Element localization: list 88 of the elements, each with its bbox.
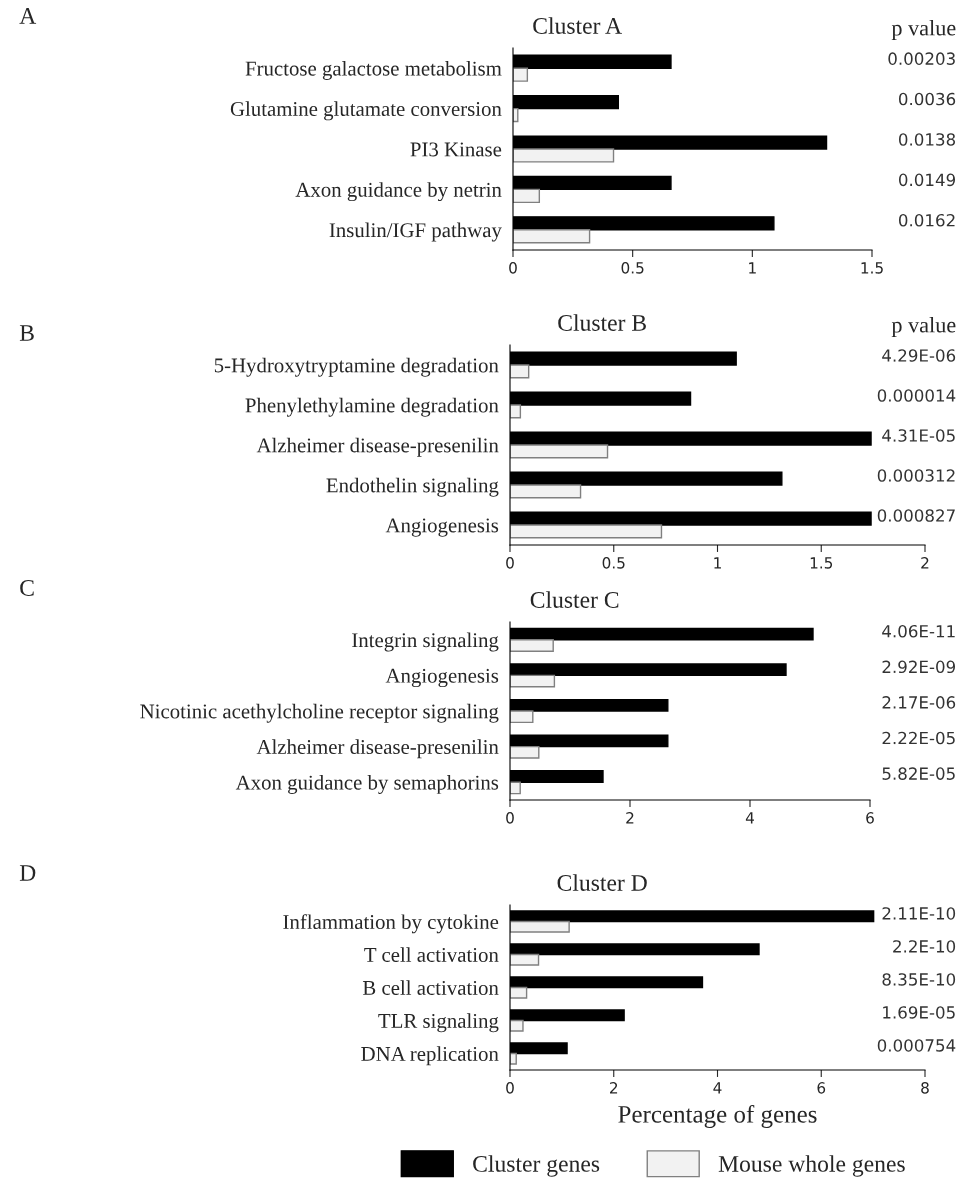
- y-tick-label: Axon guidance by semaphorins: [235, 774, 499, 794]
- annotation: 2.2E-10: [893, 940, 956, 953]
- text: 2.92E-09: [882, 660, 956, 674]
- bar: [510, 404, 522, 419]
- x-tick-label: 6: [866, 812, 874, 824]
- text: 0.0138: [898, 133, 956, 146]
- y-tick-label: DNA replication: [361, 1046, 499, 1066]
- y-tick-label: Axon guidance by netrin: [295, 182, 502, 202]
- annotation: 2.11E-10: [882, 907, 956, 920]
- annotation: 0.000827: [877, 509, 955, 522]
- y-tick-label: TLR signaling: [378, 1013, 499, 1033]
- x-tick-label: 2: [921, 557, 929, 569]
- annotation: 1.69E-05: [883, 1006, 955, 1019]
- chart-title: Cluster B: [558, 314, 646, 331]
- bar: [510, 524, 663, 539]
- y-tick-label: Fructose galactose metabolism: [245, 60, 502, 80]
- x-tick-label: 2: [626, 812, 634, 824]
- x-tick-label: 1.5: [810, 557, 833, 569]
- bar: [510, 484, 582, 499]
- bar: [513, 148, 615, 163]
- chart-title: Cluster C: [530, 591, 619, 608]
- y-tick-label: Alzheimer disease-presenilin: [256, 739, 499, 759]
- text: D: [19, 865, 36, 881]
- bar: [513, 188, 541, 204]
- legend-label: Mouse whole genes: [718, 1155, 905, 1177]
- bar: [510, 1019, 524, 1032]
- bar: [513, 229, 591, 244]
- text: 2.22E-05: [882, 731, 955, 745]
- y-tick-label: T cell activation: [364, 947, 499, 962]
- y-tick-label: Nicotinic acethylcholine receptor signaling: [140, 703, 499, 723]
- text: 2.17E-06: [882, 696, 956, 709]
- bar: [510, 745, 540, 759]
- chart-title: Cluster A: [533, 17, 622, 34]
- legend-label: Cluster genes: [473, 1155, 600, 1177]
- chart-title: Cluster D: [557, 874, 647, 891]
- text: 5.82E-05: [882, 767, 955, 780]
- x-axis-title: Percentage of genes: [618, 1104, 817, 1128]
- annotation: 8.35E-10: [882, 973, 956, 986]
- bar: [510, 920, 570, 933]
- x-tick-label: 0: [506, 812, 514, 824]
- y-tick-label: Insulin/IGF pathway: [329, 222, 502, 242]
- text: p value: [891, 19, 956, 41]
- x-tick-label: 0: [509, 262, 517, 274]
- bar: [510, 639, 554, 652]
- y-tick-label: Angiogenesis: [385, 518, 499, 537]
- y-tick-label: Phenylethylamine degradation: [245, 397, 499, 417]
- x-tick-label: 8: [921, 1082, 929, 1094]
- bar: [510, 986, 528, 999]
- text: C: [20, 580, 34, 596]
- x-tick-label: 0.5: [621, 262, 644, 274]
- annotation: 4.31E-05: [882, 429, 955, 442]
- x-tick-label: 1: [714, 557, 721, 569]
- y-tick-label: Integrin signaling: [352, 632, 499, 652]
- annotation: 0.000014: [877, 389, 956, 402]
- text: 0.0162: [898, 213, 955, 227]
- text: A: [19, 8, 37, 24]
- x-tick-label: 4: [745, 812, 754, 824]
- bar: [510, 953, 540, 966]
- bar: [510, 364, 530, 379]
- y-tick-label: Glutamine glutamate conversion: [230, 101, 502, 121]
- x-tick-label: 1.5: [861, 262, 883, 274]
- x-tick-label: 0: [506, 1082, 514, 1094]
- y-tick-label: PI3 Kinase: [410, 142, 502, 157]
- annotation: 0.000312: [877, 469, 955, 482]
- text: 0.0036: [898, 92, 956, 106]
- y-tick-label: Endothelin signaling: [326, 477, 499, 497]
- y-tick-label: Angiogenesis: [385, 668, 499, 688]
- bar: [513, 67, 529, 82]
- text: 4.06E-11: [882, 624, 955, 638]
- x-tick-label: 1: [749, 262, 756, 274]
- x-tick-label: 6: [817, 1082, 826, 1094]
- annotation: 0.000754: [877, 1039, 956, 1052]
- text: p value: [891, 316, 956, 338]
- text: B: [19, 325, 34, 341]
- bar: [510, 710, 534, 724]
- text: 0.00203: [888, 52, 955, 65]
- y-tick-label: Alzheimer disease-presenilin: [256, 437, 499, 457]
- y-tick-label: 5-Hydroxytryptamine degradation: [214, 357, 499, 377]
- x-tick-label: 0.5: [602, 557, 625, 569]
- x-tick-label: 4: [713, 1082, 722, 1094]
- bar: [510, 444, 609, 459]
- x-tick-label: 2: [610, 1082, 618, 1094]
- y-tick-label: B cell activation: [362, 980, 499, 995]
- text: 0.0149: [898, 173, 956, 187]
- annotation: 4.29E-06: [882, 349, 956, 362]
- y-tick-label: Inflammation by cytokine: [283, 914, 499, 934]
- x-tick-label: 0: [506, 557, 514, 569]
- bar: [510, 674, 556, 688]
